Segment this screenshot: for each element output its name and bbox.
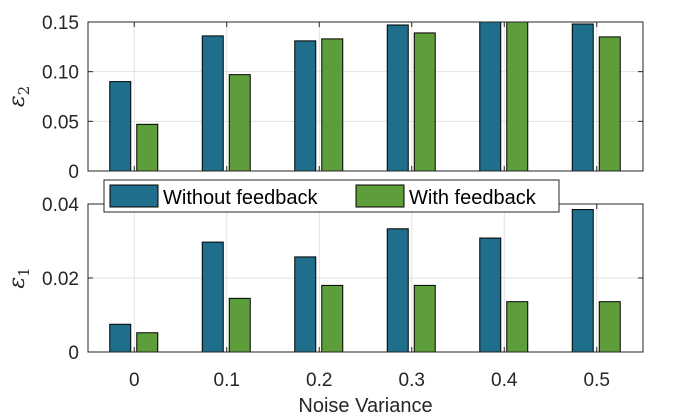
bottom-ytick-label: 0.02 [42,269,79,290]
bottom-ylabel-subscript: 1 [15,267,33,277]
bottom-ylabel: ε1 [5,267,33,288]
bottom-bar-without-feedback-5 [571,209,594,353]
x-axis-label: Noise Variance [298,395,432,417]
bottom-ytick-label: 0 [68,343,79,364]
bottom-bar-without-feedback-1 [201,241,224,353]
xtick-label-5: 0.5 [584,370,610,391]
bottom-bar-with-feedback-4 [506,301,529,353]
top-ylabel-subscript: 2 [15,86,33,96]
top-bar-with-feedback-5 [598,36,621,172]
bottom-bar-with-feedback-2 [321,284,344,353]
top-bar-without-feedback-0 [109,81,132,172]
bottom-bar-with-feedback-5 [598,301,621,353]
top-bar-without-feedback-5 [571,23,594,172]
bottom-bar-with-feedback-1 [228,297,251,353]
top-bar-with-feedback-4 [506,21,529,172]
bottom-bar-without-feedback-4 [479,237,502,353]
bottom-bar-without-feedback-3 [386,228,409,353]
xtick-label-1: 0.1 [214,370,240,391]
xtick-label-3: 0.3 [399,370,425,391]
top-bar-without-feedback-2 [294,40,317,172]
top-ytick-label: 0.15 [42,13,79,34]
legend-box [103,179,560,213]
top-ytick-label: 0.05 [42,112,79,133]
top-bar-with-feedback-3 [413,32,436,172]
legend-label-with-feedback: With feedback [409,187,537,209]
top-plot-area [88,22,643,171]
top-ytick-label: 0.10 [42,63,79,84]
legend: Without feedback With feedback [103,179,560,213]
top-bar-without-feedback-4 [479,21,502,172]
top-bar-without-feedback-1 [201,35,224,172]
bottom-ylabel-symbol: ε [5,277,30,289]
bottom-bar-without-feedback-2 [294,256,317,353]
bottom-bar-with-feedback-0 [136,332,159,353]
top-bar-with-feedback-1 [228,74,251,172]
top-bar-with-feedback-0 [136,123,159,172]
top-panel: 0 0.05 0.10 0.15 ε2 [5,13,644,183]
bottom-bar-without-feedback-0 [109,323,132,353]
xtick-label-2: 0.2 [306,370,332,391]
legend-swatch-without-feedback [109,184,159,208]
top-axes-box [87,21,644,172]
top-ytick-label: 0 [68,162,79,183]
top-ylabel-symbol: ε [5,95,30,107]
bottom-panel: 0 0.02 0.04 ε1 0 0.1 0.2 0.3 0.4 0.5 Noise Varianc… [5,195,644,417]
legend-swatch-with-feedback [355,184,405,208]
legend-label-without-feedback: Without feedback [163,187,319,209]
bottom-bar-with-feedback-3 [413,284,436,353]
top-bar-without-feedback-3 [386,24,409,172]
xtick-label-4: 0.4 [491,370,518,391]
bottom-ytick-label: 0.04 [42,195,79,216]
top-bar-with-feedback-2 [321,38,344,172]
xtick-label-0: 0 [129,370,140,391]
top-ylabel: ε2 [5,86,33,107]
